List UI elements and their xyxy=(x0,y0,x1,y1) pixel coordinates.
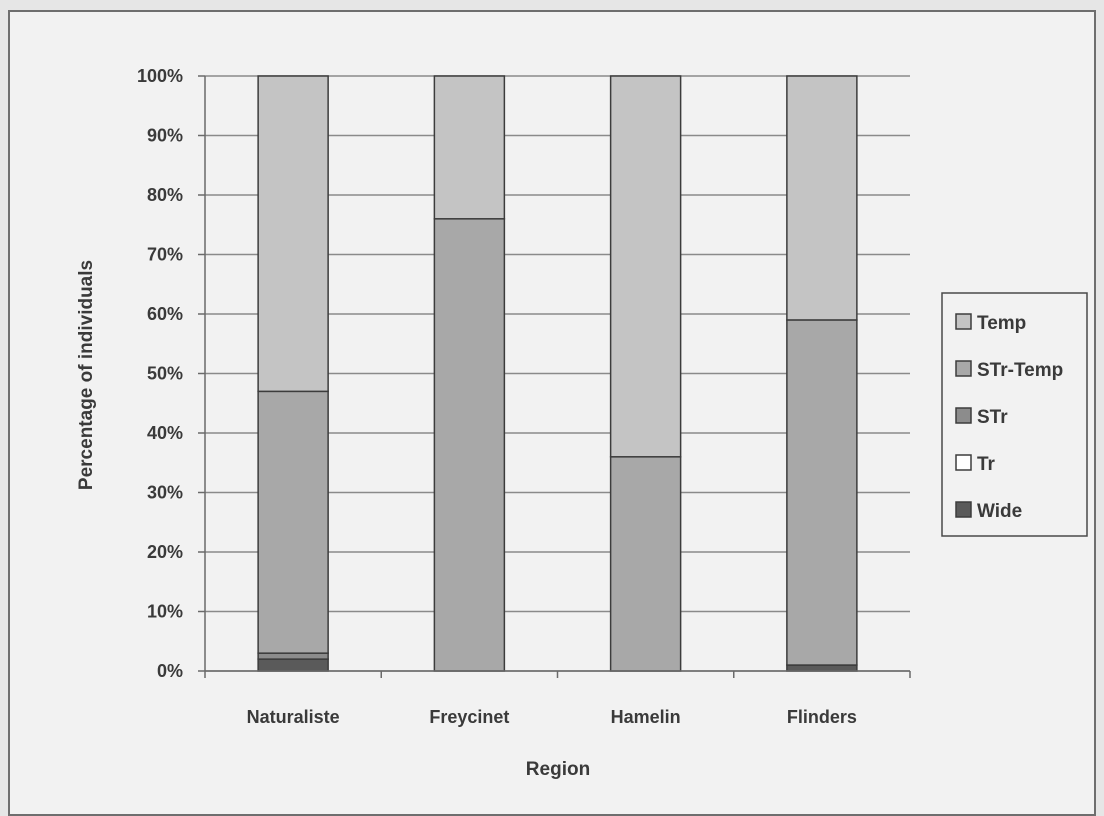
axes xyxy=(204,76,911,678)
x-tick-label: Flinders xyxy=(787,707,857,727)
legend-label: Temp xyxy=(977,313,1026,334)
legend-label: STr xyxy=(977,407,1008,428)
x-tick-label: Naturaliste xyxy=(247,707,340,727)
legend-label: Tr xyxy=(977,454,996,475)
y-tick-label: 80% xyxy=(147,185,183,205)
bar-segment-str-temp-naturaliste xyxy=(257,390,329,654)
bar-segment-temp-freycinet xyxy=(433,75,506,220)
bar-segment-temp-flinders xyxy=(786,75,858,321)
legend-swatch xyxy=(955,454,972,471)
bar-segment-str-temp-hamelin xyxy=(609,456,682,672)
y-tick-label: 50% xyxy=(147,364,183,384)
legend-swatch xyxy=(955,501,972,518)
legend-swatch xyxy=(955,407,972,424)
x-tick-label: Freycinet xyxy=(429,707,509,727)
y-tick-labels: 0% 10% 20% 30% 40% 50% 60% 70% 80% 90% 100% xyxy=(137,66,183,681)
y-tick-label: 20% xyxy=(147,542,183,562)
bar-segment-temp-naturaliste xyxy=(257,75,329,393)
bar-segment-wide-naturaliste xyxy=(257,658,329,672)
y-tick-label: 100% xyxy=(137,66,183,86)
y-axis-title: Percentage of individuals xyxy=(76,260,97,490)
chart-frame xyxy=(8,10,1096,816)
legend-label: Wide xyxy=(977,501,1022,522)
legend-swatch xyxy=(955,313,972,330)
y-tick-label: 30% xyxy=(147,483,183,503)
bar-segment-str-temp-flinders xyxy=(786,319,858,666)
y-tick-label: 90% xyxy=(147,126,183,146)
legend-swatch xyxy=(955,360,972,377)
bar-segment-str-naturaliste xyxy=(257,652,329,660)
bar-segment-wide-flinders xyxy=(786,664,858,672)
x-tick-label: Hamelin xyxy=(611,707,681,727)
y-tick-label: 10% xyxy=(147,602,183,622)
bar-segment-temp-hamelin xyxy=(609,75,682,458)
legend-label: STr-Temp xyxy=(977,360,1063,381)
legend: Temp STr-Temp STr Tr Wide xyxy=(941,292,1088,537)
y-tick-label: 60% xyxy=(147,304,183,324)
bars xyxy=(257,75,858,672)
x-tick-labels: Naturaliste Freycinet Hamelin Flinders xyxy=(247,707,857,727)
y-tick-label: 70% xyxy=(147,245,183,265)
bar-segment-str-temp-freycinet xyxy=(433,218,506,672)
x-axis-title: Region xyxy=(526,759,590,780)
y-tick-label: 0% xyxy=(157,661,183,681)
y-tick-label: 40% xyxy=(147,423,183,443)
